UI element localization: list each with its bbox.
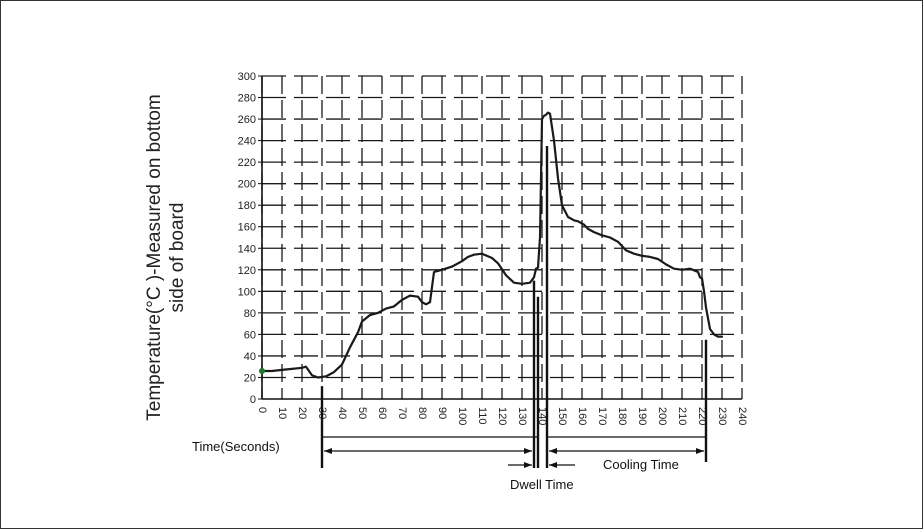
x-tick-label: 40 bbox=[336, 407, 348, 419]
x-tick-label: 100 bbox=[456, 407, 468, 425]
axes bbox=[261, 76, 742, 400]
y-tick-label: 180 bbox=[238, 200, 256, 212]
x-tick-label: 170 bbox=[596, 407, 608, 425]
y-tick-label: 60 bbox=[244, 329, 256, 341]
y-axis-label-line-1: Temperature(°C )-Measured on bottom bbox=[144, 94, 165, 421]
y-tick-label: 160 bbox=[238, 222, 256, 234]
x-tick-label: 20 bbox=[296, 407, 308, 419]
cooling-time-label: Cooling Time bbox=[603, 457, 679, 472]
y-axis-label-line-2: side of board bbox=[167, 203, 188, 313]
dwell-time-label: Dwell Time bbox=[510, 477, 574, 492]
y-tick-label: 120 bbox=[238, 265, 256, 277]
y-tick-label: 140 bbox=[238, 243, 256, 255]
y-tick-label: 200 bbox=[238, 179, 256, 191]
dwell-arrow-right-head bbox=[549, 462, 557, 468]
time-annotations bbox=[320, 145, 708, 468]
x-tick-label: 10 bbox=[276, 407, 288, 419]
x-tick-label: 210 bbox=[676, 407, 688, 425]
y-tick-label: 20 bbox=[244, 372, 256, 384]
dwell-arrow-left-head bbox=[524, 462, 532, 468]
y-tick-label: 260 bbox=[238, 114, 256, 126]
preheat-arrow-head-right bbox=[524, 448, 532, 454]
y-tick-label: 80 bbox=[244, 308, 256, 320]
x-tick-labels: 0102030405060708090100110120130140150160… bbox=[256, 407, 748, 425]
x-tick-label: 90 bbox=[436, 407, 448, 419]
x-tick-label: 60 bbox=[376, 407, 388, 419]
x-tick-label: 110 bbox=[476, 407, 488, 425]
y-tick-label: 300 bbox=[238, 71, 256, 83]
y-tick-label: 0 bbox=[250, 394, 256, 406]
start-point-marker bbox=[259, 368, 265, 375]
x-tick-label: 190 bbox=[636, 407, 648, 425]
y-tick-label: 220 bbox=[238, 157, 256, 169]
y-tick-label: 100 bbox=[238, 286, 256, 298]
x-tick-label: 180 bbox=[616, 407, 628, 425]
x-tick-label: 0 bbox=[256, 407, 268, 413]
x-axis-label: Time(Seconds) bbox=[192, 439, 280, 454]
x-tick-label: 80 bbox=[416, 407, 428, 419]
grid bbox=[261, 75, 743, 399]
x-tick-label: 50 bbox=[356, 407, 368, 419]
x-tick-label: 120 bbox=[496, 407, 508, 425]
x-tick-label: 150 bbox=[556, 407, 568, 425]
x-tick-label: 70 bbox=[396, 407, 408, 419]
y-tick-label: 280 bbox=[238, 93, 256, 105]
preheat-arrow-head-left bbox=[324, 448, 332, 454]
cooling-arrow-head-right bbox=[696, 448, 704, 454]
x-tick-label: 230 bbox=[716, 407, 728, 425]
y-tick-labels: 0 20 40 60 80 100 120 140 160 180 200 220 240 260 280 3… bbox=[238, 71, 262, 406]
y-tick-label: 40 bbox=[244, 351, 256, 363]
temperature-series-line bbox=[260, 111, 724, 379]
x-tick-label: 240 bbox=[736, 407, 748, 425]
x-tick-label: 130 bbox=[516, 407, 528, 425]
y-tick-label: 240 bbox=[238, 136, 256, 148]
x-tick-label: 160 bbox=[576, 407, 588, 425]
cooling-arrow-head-left bbox=[549, 448, 557, 454]
x-tick-label: 200 bbox=[656, 407, 668, 425]
